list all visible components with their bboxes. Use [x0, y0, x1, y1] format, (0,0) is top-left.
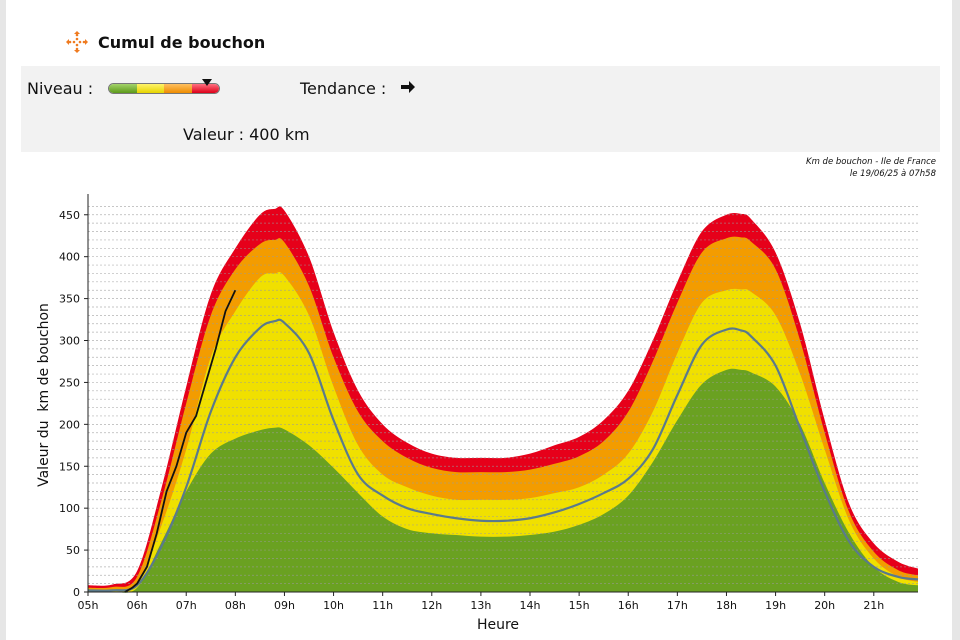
x-tick-label: 16h [618, 599, 639, 612]
niveau-label: Niveau : [27, 79, 94, 98]
y-tick-label: 200 [59, 418, 80, 431]
x-tick-label: 08h [225, 599, 246, 612]
x-tick-label: 05h [78, 599, 99, 612]
y-tick-label: 100 [59, 502, 80, 515]
x-tick-label: 17h [667, 599, 688, 612]
y-tick-label: 300 [59, 335, 80, 348]
traffic-arrows-icon [66, 31, 88, 53]
x-tick-label: 20h [814, 599, 835, 612]
gauge-segment-yellow [136, 84, 164, 93]
stamp-line-1: Km de bouchon - Ile de France [806, 157, 936, 167]
page-title: Cumul de bouchon [98, 32, 266, 52]
status-panel: Niveau : Tendance : Valeur : 400 km [21, 66, 940, 152]
traffic-jam-chart: 0 50 100 150 200 250 300 350 400 450 05h 06h 07h 08h 0… [36, 194, 919, 633]
y-tick-label: 150 [59, 460, 80, 473]
y-tick-label: 250 [59, 376, 80, 389]
gauge-segment-green [109, 84, 137, 93]
x-tick-label: 14h [520, 599, 541, 612]
x-tick-label: 21h [863, 599, 884, 612]
title-row: Cumul de bouchon [66, 30, 265, 54]
stamp-line-2: le 19/06/25 à 07h58 [849, 169, 936, 179]
x-tick-label: 07h [176, 599, 197, 612]
niveau-gauge [108, 83, 220, 94]
y-tick-label: 400 [59, 251, 80, 264]
x-tick-label: 09h [274, 599, 295, 612]
arrow-right-icon [401, 81, 415, 93]
x-tick-label: 11h [372, 599, 393, 612]
reference-line [87, 318, 919, 592]
gauge-segment-red [191, 84, 219, 93]
gauge-segment-orange [164, 84, 192, 93]
x-tick-label: 12h [421, 599, 442, 612]
x-tick-label: 06h [127, 599, 148, 612]
tendance-label: Tendance : [300, 79, 387, 98]
y-tick-label: 0 [73, 586, 80, 599]
x-tick-label: 18h [716, 599, 737, 612]
x-tick-label: 10h [323, 599, 344, 612]
y-axis-title: Valeur du km de bouchon [36, 303, 52, 487]
window-edge-right [952, 0, 960, 640]
current-day-line [124, 289, 237, 593]
valeur-label: Valeur : 400 km [183, 125, 310, 144]
x-tick-label: 15h [569, 599, 590, 612]
area-band-1 [88, 368, 918, 593]
gauge-marker-icon [201, 79, 212, 86]
y-tick-label: 350 [59, 293, 80, 306]
y-tick-label: 50 [66, 544, 80, 557]
chart-stamp: Km de bouchon - Ile de France le 19/06/2… [806, 156, 936, 180]
x-axis-title: Heure [477, 617, 519, 633]
window-edge-left [0, 0, 6, 640]
y-tick-label: 450 [59, 209, 80, 222]
x-tick-label: 19h [765, 599, 786, 612]
x-tick-label: 13h [470, 599, 491, 612]
